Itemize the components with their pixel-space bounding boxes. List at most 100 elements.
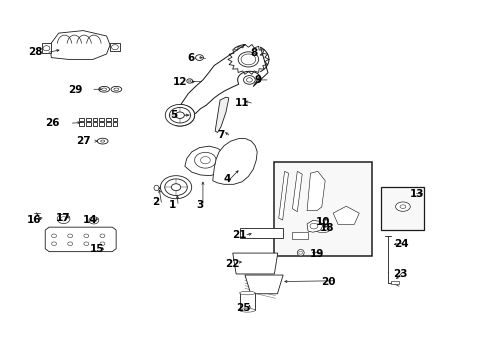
Bar [41, 43, 51, 53]
Ellipse shape [52, 242, 57, 246]
Circle shape [175, 112, 184, 118]
Text: 24: 24 [393, 239, 407, 249]
Text: 27: 27 [76, 136, 90, 146]
Ellipse shape [195, 55, 203, 60]
Ellipse shape [297, 249, 304, 256]
Bar [86, 122, 91, 126]
Ellipse shape [102, 88, 106, 90]
Circle shape [194, 152, 216, 168]
Polygon shape [215, 97, 228, 132]
Text: 6: 6 [187, 53, 194, 63]
Ellipse shape [99, 86, 109, 92]
Polygon shape [306, 171, 325, 211]
Ellipse shape [246, 78, 252, 82]
Ellipse shape [154, 185, 159, 191]
Text: 26: 26 [45, 118, 60, 128]
Text: 3: 3 [196, 200, 203, 210]
Text: 16: 16 [27, 215, 41, 225]
Ellipse shape [186, 79, 192, 83]
Ellipse shape [100, 234, 104, 238]
Ellipse shape [111, 86, 122, 92]
Text: 13: 13 [408, 189, 423, 199]
Bar [113, 118, 117, 121]
Ellipse shape [100, 242, 104, 246]
Bar [79, 118, 84, 121]
Bar [381, 187, 424, 230]
Bar [273, 162, 371, 256]
Polygon shape [278, 171, 288, 220]
Bar [110, 43, 120, 51]
Ellipse shape [84, 242, 89, 246]
Circle shape [241, 54, 255, 65]
Circle shape [169, 107, 190, 123]
Text: 15: 15 [89, 244, 104, 254]
Text: 12: 12 [172, 77, 187, 87]
Ellipse shape [84, 234, 89, 238]
Text: 4: 4 [223, 174, 230, 184]
Circle shape [89, 217, 99, 224]
Ellipse shape [188, 80, 190, 82]
Ellipse shape [315, 226, 329, 233]
Text: 2: 2 [152, 197, 159, 207]
Circle shape [91, 219, 96, 222]
Circle shape [238, 52, 258, 67]
Bar [292, 232, 307, 239]
Bar [239, 228, 282, 238]
Text: 20: 20 [321, 276, 335, 287]
Text: 17: 17 [56, 213, 71, 223]
Ellipse shape [114, 88, 119, 90]
Polygon shape [306, 220, 322, 232]
Ellipse shape [243, 76, 255, 84]
Ellipse shape [399, 205, 405, 208]
Ellipse shape [239, 309, 255, 312]
Text: 29: 29 [68, 85, 83, 95]
Polygon shape [232, 253, 277, 274]
Circle shape [57, 214, 70, 224]
Ellipse shape [67, 234, 72, 238]
Circle shape [111, 45, 118, 50]
Text: 23: 23 [392, 269, 407, 279]
Text: 7: 7 [217, 130, 224, 140]
Text: 5: 5 [170, 110, 177, 120]
Bar [390, 281, 398, 284]
Polygon shape [332, 206, 359, 224]
Bar [93, 118, 97, 121]
Bar [113, 122, 117, 126]
Polygon shape [292, 171, 302, 212]
Circle shape [200, 157, 210, 164]
Bar [86, 118, 91, 121]
Bar [99, 118, 104, 121]
Ellipse shape [52, 234, 57, 238]
Text: 1: 1 [168, 200, 175, 210]
Bar [93, 122, 97, 126]
Polygon shape [184, 146, 226, 176]
Text: 21: 21 [232, 230, 246, 240]
Text: 14: 14 [83, 215, 98, 225]
Text: 10: 10 [315, 217, 329, 228]
Circle shape [298, 251, 302, 254]
Ellipse shape [67, 242, 72, 246]
Text: 8: 8 [250, 48, 257, 58]
Bar [106, 118, 111, 121]
Text: 19: 19 [309, 249, 324, 259]
Polygon shape [212, 139, 257, 184]
Bar [106, 122, 111, 126]
Circle shape [61, 217, 66, 221]
Text: 11: 11 [235, 98, 249, 108]
Circle shape [43, 46, 50, 51]
Circle shape [309, 223, 317, 229]
Circle shape [164, 179, 187, 195]
Circle shape [171, 184, 181, 191]
Text: 22: 22 [224, 258, 239, 269]
Polygon shape [50, 31, 110, 59]
Bar [99, 122, 104, 126]
Text: 18: 18 [319, 222, 333, 233]
Bar [239, 293, 255, 310]
Polygon shape [244, 275, 283, 294]
Ellipse shape [395, 202, 409, 211]
Ellipse shape [239, 291, 255, 295]
Bar [79, 122, 84, 126]
Text: 25: 25 [236, 303, 250, 313]
Circle shape [160, 176, 191, 199]
Circle shape [165, 104, 194, 126]
